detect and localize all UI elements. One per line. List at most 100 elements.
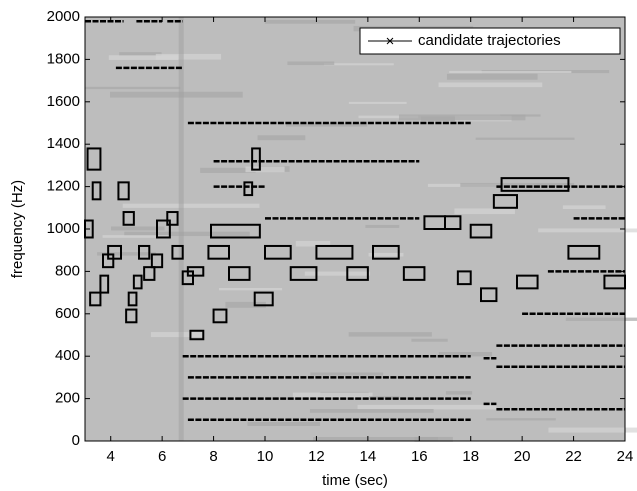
spectrogram-texture: [85, 17, 637, 442]
texture-stripe: [245, 166, 285, 173]
texture-stripe: [358, 115, 419, 119]
texture-stripe: [357, 404, 497, 410]
texture-stripe: [108, 55, 179, 60]
legend-marker: [386, 37, 394, 45]
texture-stripe: [85, 86, 181, 90]
detected-box: [567, 244, 601, 260]
detected-box: [89, 291, 102, 307]
texture-stripe: [286, 123, 368, 127]
detected-box: [156, 219, 171, 239]
detected-box: [264, 244, 292, 260]
x-tick-label: 4: [107, 448, 115, 465]
texture-stripe: [562, 205, 606, 210]
texture-stripe: [304, 271, 371, 276]
texture-stripe: [348, 332, 432, 337]
texture-stripe: [449, 70, 572, 74]
detected-box: [107, 244, 123, 260]
detected-box: [127, 291, 138, 307]
texture-stripe: [313, 436, 438, 442]
detected-box: [86, 147, 102, 171]
detected-box: [315, 244, 354, 260]
y-tick-label: 800: [55, 262, 80, 279]
texture-stripe: [150, 332, 204, 338]
texture-stripe: [287, 61, 335, 66]
y-tick-label: 1600: [47, 93, 80, 110]
detected-box: [99, 274, 110, 294]
texture-stripe: [295, 240, 331, 247]
texture-stripe: [225, 301, 266, 308]
x-tick-label: 12: [308, 448, 325, 465]
texture-stripe: [414, 436, 453, 442]
texture-band: [178, 17, 184, 441]
detected-box: [289, 266, 318, 281]
y-axis-label: frequency (Hz): [9, 180, 26, 278]
detected-box: [189, 329, 205, 341]
detected-box: [171, 244, 184, 260]
detected-box: [444, 215, 462, 230]
texture-stripe: [538, 228, 637, 233]
detected-box: [186, 266, 205, 277]
texture-stripe: [348, 101, 407, 104]
texture-stripe: [446, 73, 538, 80]
texture-stripe: [110, 91, 243, 98]
detected-box: [210, 223, 261, 239]
detected-box: [122, 211, 135, 226]
detected-box: [372, 244, 400, 260]
detected-box: [132, 274, 143, 290]
y-tick-label: 400: [55, 347, 80, 364]
texture-stripe: [218, 288, 283, 291]
detected-box: [243, 181, 254, 197]
detected-box: [91, 181, 102, 201]
texture-stripe: [324, 63, 394, 66]
x-tick-label: 22: [565, 448, 582, 465]
x-axis-label: time (sec): [322, 472, 388, 489]
detected-box: [516, 274, 539, 290]
texture-stripe: [411, 338, 448, 342]
detected-box: [166, 211, 179, 226]
detected-box: [138, 244, 151, 260]
detected-box: [456, 270, 472, 286]
texture-stripe: [124, 231, 250, 237]
texture-stripe: [102, 235, 170, 238]
detected-box: [492, 194, 519, 209]
x-tick-label: 24: [617, 448, 634, 465]
texture-stripe: [438, 352, 493, 357]
texture-stripe: [454, 208, 515, 215]
y-tick-label: 0: [72, 432, 80, 449]
detected-box: [346, 266, 369, 281]
texture-stripe: [548, 427, 637, 433]
texture-stripe: [122, 203, 260, 208]
detected-box: [469, 223, 493, 239]
detected-box: [500, 177, 570, 192]
detected-box: [228, 266, 251, 281]
texture-stripe: [292, 392, 373, 398]
detected-box: [143, 266, 156, 281]
texture-stripe: [257, 135, 306, 141]
detected-box: [125, 308, 138, 324]
texture-stripe: [97, 252, 156, 256]
texture-stripe: [369, 396, 400, 399]
texture-stripe: [438, 82, 543, 88]
x-tick-label: 6: [158, 448, 166, 465]
texture-stripe: [111, 226, 165, 231]
trajectory-line: [85, 19, 625, 422]
y-tick-label: 600: [55, 305, 80, 322]
detected-box: [207, 244, 231, 260]
texture-stripe: [398, 114, 526, 121]
x-tick-label: 8: [209, 448, 217, 465]
texture-stripe: [445, 391, 473, 395]
y-tick-label: 1800: [47, 50, 80, 67]
y-tick-label: 2000: [47, 8, 80, 25]
y-tick-label: 1400: [47, 135, 80, 152]
texture-stripe: [310, 372, 384, 376]
y-tick-label: 1200: [47, 178, 80, 195]
texture-stripe: [119, 52, 162, 56]
detected-box: [212, 308, 228, 324]
legend-label: candidate trajectories: [418, 32, 561, 49]
detected-box: [480, 287, 498, 303]
detected-box: [251, 147, 261, 171]
texture-stripe: [200, 167, 256, 173]
texture-stripe: [565, 317, 637, 321]
texture-stripe: [247, 421, 321, 426]
